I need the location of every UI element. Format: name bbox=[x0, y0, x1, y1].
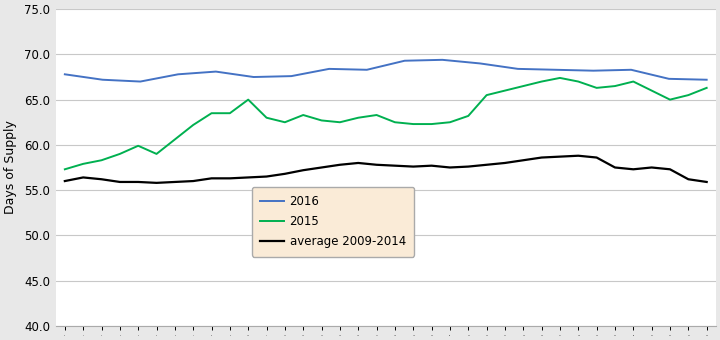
Y-axis label: Days of Supply: Days of Supply bbox=[4, 121, 17, 215]
Legend: 2016, 2015, average 2009-2014: 2016, 2015, average 2009-2014 bbox=[252, 187, 414, 257]
